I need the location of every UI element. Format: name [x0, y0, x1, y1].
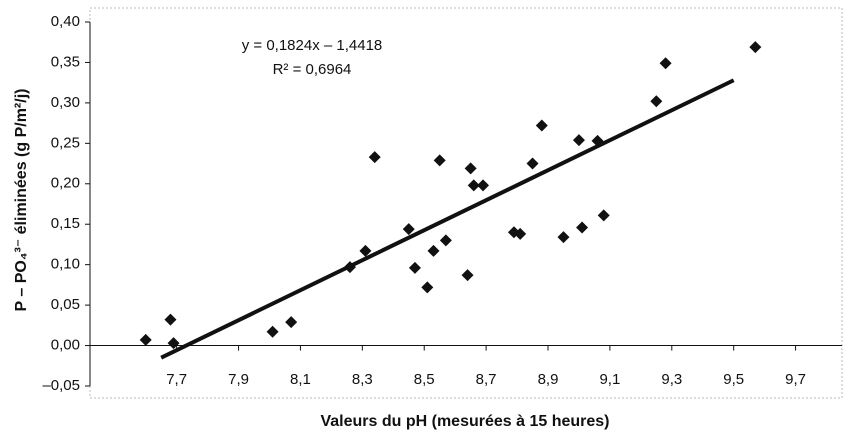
- data-point: [421, 281, 434, 294]
- y-tick-label: 0,40: [51, 13, 80, 30]
- y-tick-label: 0,10: [51, 256, 80, 273]
- data-point: [266, 325, 279, 338]
- y-tick-label: 0,00: [51, 337, 80, 354]
- data-point: [650, 95, 663, 108]
- trendline: [160, 78, 735, 360]
- y-tick-label: –0,05: [42, 377, 80, 394]
- y-axis-title: P – PO₄³⁻ éliminées (g P/m²/j): [13, 89, 30, 312]
- data-point: [467, 179, 480, 192]
- x-tick-label: 7,7: [166, 371, 187, 388]
- data-point: [164, 313, 177, 326]
- data-point: [461, 269, 474, 282]
- data-point: [427, 244, 440, 257]
- y-tick-label: 0,05: [51, 296, 80, 313]
- data-point: [343, 261, 356, 274]
- data-point: [591, 134, 604, 147]
- data-point: [576, 221, 589, 234]
- x-tick-label: 9,1: [599, 371, 620, 388]
- data-point: [477, 179, 490, 192]
- data-point: [557, 231, 570, 244]
- y-tick-label: 0,30: [51, 94, 80, 111]
- data-point: [439, 234, 452, 247]
- data-point: [749, 41, 762, 54]
- x-tick-label: 9,7: [785, 371, 806, 388]
- data-point: [368, 151, 381, 164]
- data-point: [572, 134, 585, 147]
- data-point: [535, 119, 548, 132]
- data-point: [402, 223, 415, 236]
- data-point: [433, 154, 446, 167]
- data-point: [359, 244, 372, 257]
- x-tick-label: 8,9: [538, 371, 559, 388]
- x-tick-label: 9,3: [661, 371, 682, 388]
- data-point: [285, 316, 298, 329]
- x-tick-label: 9,5: [723, 371, 744, 388]
- x-tick-label: 8,1: [290, 371, 311, 388]
- y-tick-label: 0,25: [51, 134, 80, 151]
- data-point: [464, 162, 477, 175]
- data-point: [597, 209, 610, 222]
- x-tick-label: 8,7: [476, 371, 497, 388]
- r-squared: R² = 0,6964: [273, 61, 352, 78]
- x-tick-label: 8,3: [352, 371, 373, 388]
- y-tick-label: 0,20: [51, 175, 80, 192]
- y-tick-label: 0,35: [51, 53, 80, 70]
- data-point: [408, 261, 421, 274]
- data-point: [139, 333, 152, 346]
- x-tick-label: 8,5: [414, 371, 435, 388]
- y-tick-label: 0,15: [51, 215, 80, 232]
- x-axis-title: Valeurs du pH (mesurées à 15 heures): [320, 413, 609, 430]
- data-point: [526, 157, 539, 170]
- equation: y = 0,1824x – 1,4418: [242, 37, 383, 54]
- data-point: [167, 337, 180, 350]
- data-point: [659, 57, 672, 70]
- data-point: [514, 227, 527, 240]
- x-tick-label: 7,9: [228, 371, 249, 388]
